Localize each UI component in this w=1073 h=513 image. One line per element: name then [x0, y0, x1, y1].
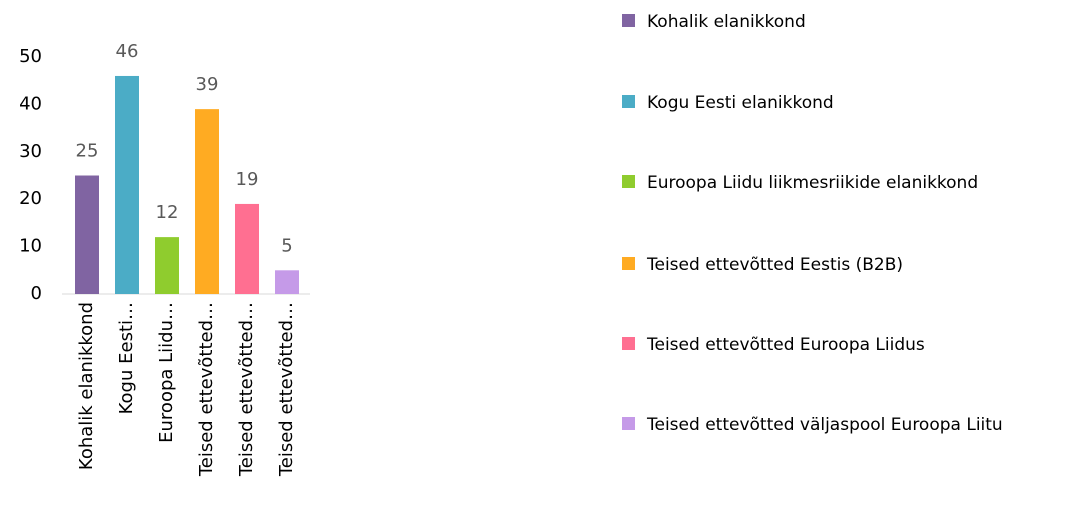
legend-item: Teised ettevõtted Euroopa Liidus	[622, 331, 1068, 360]
bar	[235, 203, 259, 294]
legend-item: Teised ettevõtted Eestis (B2B)	[622, 251, 1068, 280]
value-label: 46	[116, 41, 139, 62]
y-tick-label: 40	[19, 93, 42, 114]
value-label: 25	[76, 141, 99, 162]
legend-label: Kogu Eesti elanikkond	[647, 93, 834, 113]
y-tick-label: 50	[19, 46, 42, 67]
legend-label: Teised ettevõtted Eestis (B2B)	[647, 255, 903, 275]
legend-label: Euroopa Liidu liikmesriikide elanikkond	[647, 173, 979, 193]
legend-swatch	[622, 417, 635, 430]
legend-item: Teised ettevõtted väljaspool Euroopa Lii…	[622, 411, 1068, 440]
value-label: 39	[196, 74, 219, 95]
value-label: 12	[156, 202, 179, 223]
legend-swatch	[622, 337, 635, 350]
legend-item: Kohalik elanikkond	[622, 8, 1068, 37]
legend-swatch	[622, 14, 635, 27]
legend-item: Kogu Eesti elanikkond	[622, 89, 1068, 118]
bar	[115, 75, 139, 295]
bar	[195, 109, 219, 294]
legend-swatch	[622, 175, 635, 188]
x-tick-label: Teised ettevõtted…	[236, 302, 257, 477]
x-tick-label: Kogu Eesti…	[116, 302, 137, 414]
x-tick-label: Teised ettevõtted…	[196, 302, 217, 477]
legend-label: Kohalik elanikkond	[647, 12, 806, 32]
y-tick-label: 10	[19, 236, 42, 257]
legend-swatch	[622, 95, 635, 108]
x-tick-label: Euroopa Liidu…	[156, 302, 177, 443]
bar	[75, 175, 99, 294]
legend-label: Teised ettevõtted Euroopa Liidus	[647, 335, 925, 355]
bar	[275, 270, 299, 294]
x-tick-label: Teised ettevõtted…	[276, 302, 297, 477]
value-label: 19	[236, 169, 259, 190]
x-tick-label: Kohalik elanikkond	[76, 302, 97, 470]
bar	[155, 237, 179, 294]
legend-label: Teised ettevõtted väljaspool Euroopa Lii…	[647, 415, 1003, 435]
legend-item: Euroopa Liidu liikmesriikide elanikkond	[622, 169, 1068, 198]
y-tick-label: 30	[19, 141, 42, 162]
y-tick-label: 20	[19, 188, 42, 209]
chart: 0 10 20 30 40 50 Kohalik elanikkond 25 Kogu Eest…	[19, 41, 310, 477]
y-tick-label: 0	[31, 283, 42, 304]
legend-swatch	[622, 257, 635, 270]
value-label: 5	[281, 235, 292, 256]
